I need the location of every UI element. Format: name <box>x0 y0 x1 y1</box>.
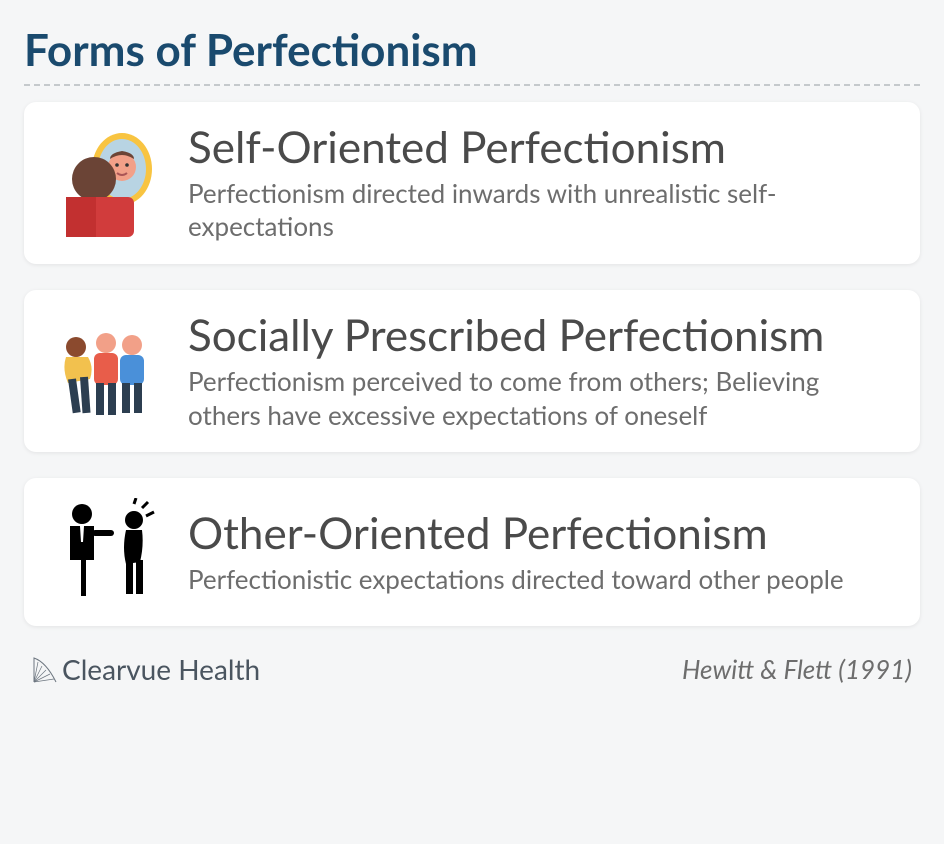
card-self-oriented: Self-Oriented Perfectionism Perfectionis… <box>24 102 920 264</box>
card-text: Self-Oriented Perfectionism Perfectionis… <box>188 122 892 244</box>
page-title: Forms of Perfectionism <box>24 24 920 86</box>
citation: Hewitt & Flett (1991) <box>682 653 912 685</box>
brand-name: Clearvue Health <box>62 652 260 686</box>
card-socially-prescribed: Socially Prescribed Perfectionism Perfec… <box>24 290 920 452</box>
card-other-oriented: Other-Oriented Perfectionism Perfectioni… <box>24 478 920 626</box>
card-heading: Socially Prescribed Perfectionism <box>188 310 892 361</box>
pointing-figures-icon <box>52 498 160 606</box>
card-description: Perfectionism perceived to come from oth… <box>188 365 892 433</box>
mirror-self-icon <box>52 129 160 237</box>
brand: Clearvue Health <box>32 652 260 686</box>
card-description: Perfectionism directed inwards with unre… <box>188 177 892 245</box>
group-people-icon <box>52 317 160 425</box>
card-heading: Other-Oriented Perfectionism <box>188 508 892 559</box>
card-description: Perfectionistic expectations directed to… <box>188 563 892 597</box>
card-text: Other-Oriented Perfectionism Perfectioni… <box>188 508 892 596</box>
footer: Clearvue Health Hewitt & Flett (1991) <box>24 652 920 686</box>
card-heading: Self-Oriented Perfectionism <box>188 122 892 173</box>
card-text: Socially Prescribed Perfectionism Perfec… <box>188 310 892 432</box>
brand-logo-icon <box>32 654 58 684</box>
